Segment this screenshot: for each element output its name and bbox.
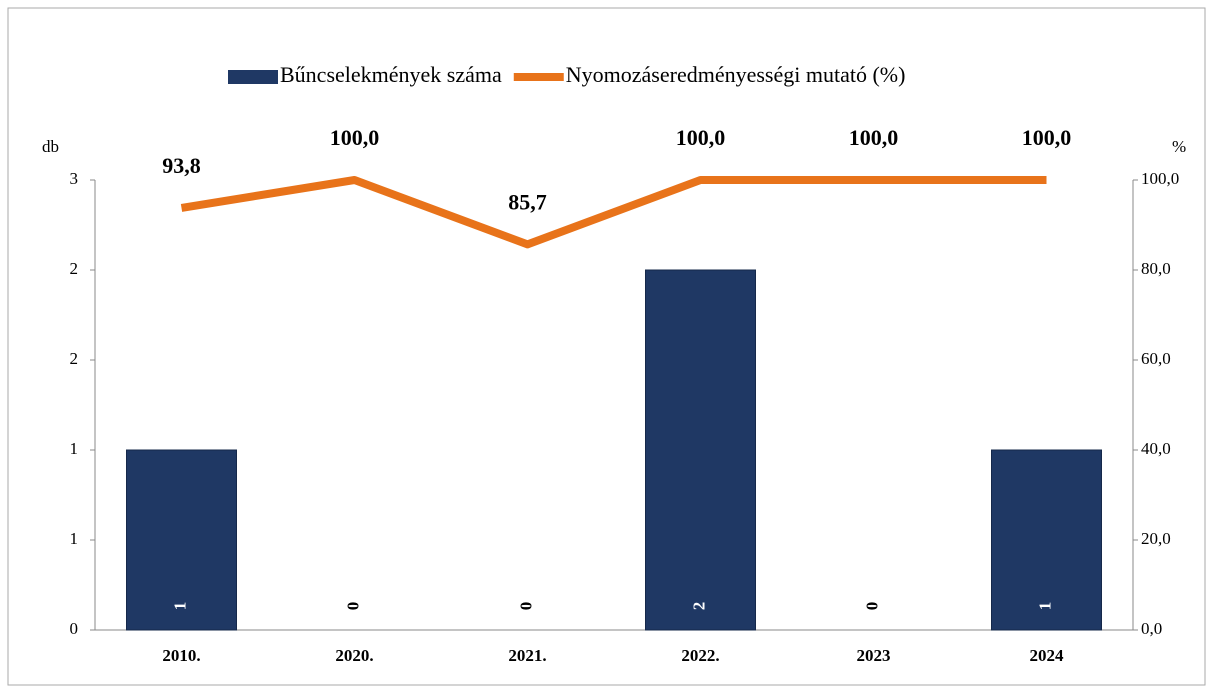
y-tick-label: 1 — [70, 529, 79, 548]
bar-value-label: 0 — [516, 602, 535, 611]
y-axis-label: db — [42, 137, 59, 156]
y-tick-label: 3 — [70, 169, 79, 188]
y2-tick-label: 0,0 — [1141, 619, 1162, 638]
x-tick-label: 2020. — [335, 646, 373, 665]
line-value-label: 100,0 — [1022, 125, 1072, 150]
line-value-label: 100,0 — [330, 125, 380, 150]
legend-label: Nyomozáseredményességi mutató (%) — [566, 62, 906, 87]
y2-axis-label: % — [1172, 137, 1186, 156]
y2-tick-label: 100,0 — [1141, 169, 1179, 188]
line-value-label: 100,0 — [676, 125, 726, 150]
bar-value-label: 0 — [862, 602, 881, 611]
legend-swatch — [228, 70, 278, 84]
chart: db % 0 1 1 2 2 3 0,0 20,0 40,0 60,0 80,0 100,0 2010.… — [0, 0, 1213, 693]
page: db % 0 1 1 2 2 3 0,0 20,0 40,0 60,0 80,0 100,0 2010.… — [0, 0, 1213, 693]
bar-value-label: 1 — [170, 602, 189, 611]
x-tick-label: 2023 — [857, 646, 891, 665]
legend-label: Bűncselekmények száma — [280, 62, 502, 87]
y-tick-label: 1 — [70, 439, 79, 458]
x-tick-label: 2021. — [508, 646, 546, 665]
bar-value-label: 0 — [343, 602, 362, 611]
y2-tick-label: 80,0 — [1141, 259, 1171, 278]
line-value-label: 85,7 — [508, 189, 547, 214]
y-tick-label: 2 — [70, 349, 79, 368]
y2-tick-label: 40,0 — [1141, 439, 1171, 458]
bar-value-label: 2 — [689, 602, 708, 611]
y-tick-label: 0 — [70, 619, 79, 638]
bar — [646, 270, 756, 630]
line-value-label: 93,8 — [162, 153, 201, 178]
y-tick-label: 2 — [70, 259, 79, 278]
x-tick-label: 2022. — [681, 646, 719, 665]
line-value-label: 100,0 — [849, 125, 899, 150]
x-tick-label: 2024 — [1030, 646, 1065, 665]
y2-tick-label: 60,0 — [1141, 349, 1171, 368]
bar-value-label: 1 — [1035, 602, 1054, 611]
y2-tick-label: 20,0 — [1141, 529, 1171, 548]
x-tick-label: 2010. — [162, 646, 200, 665]
